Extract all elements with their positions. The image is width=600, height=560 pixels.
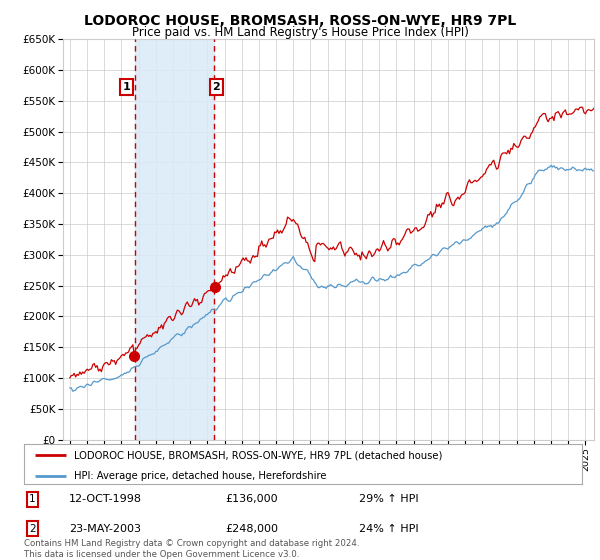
Text: 1: 1 [122, 82, 130, 92]
Text: 1: 1 [29, 494, 35, 505]
Text: 12-OCT-1998: 12-OCT-1998 [68, 494, 142, 505]
Text: 29% ↑ HPI: 29% ↑ HPI [359, 494, 418, 505]
Text: Price paid vs. HM Land Registry's House Price Index (HPI): Price paid vs. HM Land Registry's House … [131, 26, 469, 39]
Text: 23-MAY-2003: 23-MAY-2003 [68, 524, 140, 534]
Text: £136,000: £136,000 [225, 494, 278, 505]
Text: £248,000: £248,000 [225, 524, 278, 534]
Text: Contains HM Land Registry data © Crown copyright and database right 2024.
This d: Contains HM Land Registry data © Crown c… [24, 539, 359, 559]
Text: 2: 2 [29, 524, 35, 534]
Text: LODOROC HOUSE, BROMSASH, ROSS-ON-WYE, HR9 7PL: LODOROC HOUSE, BROMSASH, ROSS-ON-WYE, HR… [84, 14, 516, 28]
Bar [135, 39, 214, 440]
Text: LODOROC HOUSE, BROMSASH, ROSS-ON-WYE, HR9 7PL (detached house): LODOROC HOUSE, BROMSASH, ROSS-ON-WYE, HR… [74, 450, 443, 460]
Text: 24% ↑ HPI: 24% ↑ HPI [359, 524, 418, 534]
Text: HPI: Average price, detached house, Herefordshire: HPI: Average price, detached house, Here… [74, 470, 327, 480]
Text: 2: 2 [212, 82, 220, 92]
